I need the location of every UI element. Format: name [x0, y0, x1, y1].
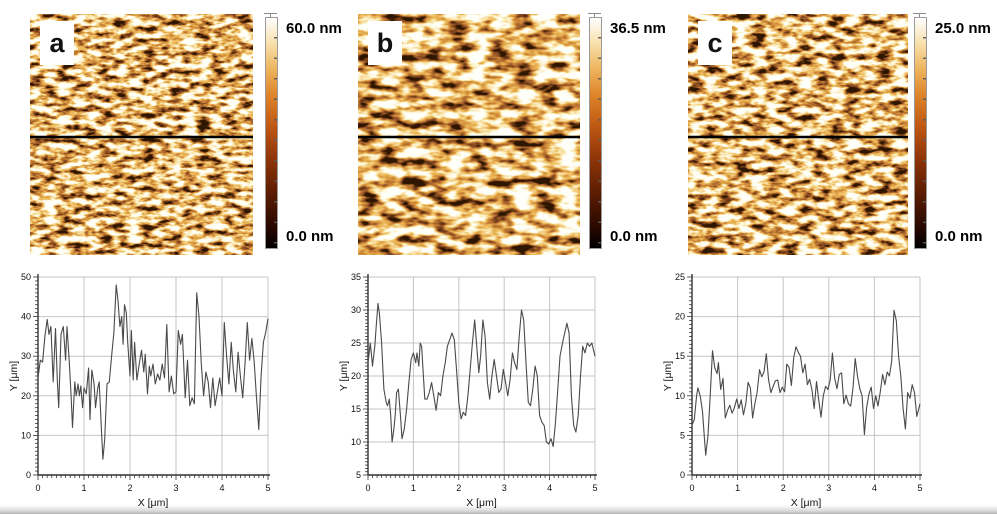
svg-text:0: 0: [35, 483, 40, 493]
svg-text:X [μm]: X [μm]: [791, 497, 822, 509]
svg-text:3: 3: [826, 483, 831, 493]
colorbar-a: [264, 13, 278, 249]
svg-text:20: 20: [675, 312, 685, 322]
svg-text:50: 50: [21, 272, 31, 282]
colorbar-ticks: [922, 18, 926, 248]
svg-text:Y [μm]: Y [μm]: [662, 361, 674, 391]
colorbar-cap-icon: [913, 13, 926, 19]
panel-label-box-b: b: [368, 21, 402, 65]
svg-text:5: 5: [917, 483, 922, 493]
svg-text:4: 4: [872, 483, 877, 493]
svg-text:3: 3: [173, 483, 178, 493]
svg-text:25: 25: [675, 272, 685, 282]
svg-text:10: 10: [21, 430, 31, 440]
svg-text:Y [μm]: Y [μm]: [338, 361, 350, 391]
svg-text:15: 15: [675, 351, 685, 361]
scale-max-label-b: 36.5 nm: [610, 20, 666, 37]
colorbar-ticks: [273, 18, 277, 248]
afm-panel-b: b: [358, 14, 580, 255]
scale-min-label-a: 0.0 nm: [286, 228, 334, 245]
svg-text:35: 35: [351, 272, 361, 282]
svg-text:2: 2: [456, 483, 461, 493]
svg-text:5: 5: [680, 430, 685, 440]
svg-text:15: 15: [351, 404, 361, 414]
panel-letter-a: a: [49, 27, 65, 58]
colorbar-gradient-b: [588, 17, 602, 249]
svg-text:5: 5: [356, 470, 361, 480]
colorbar-gradient-a: [264, 17, 278, 249]
scale-min-label-b: 0.0 nm: [610, 228, 658, 245]
panel-letter-c: c: [707, 27, 723, 58]
svg-text:4: 4: [219, 483, 224, 493]
scale-min-label-c: 0.0 nm: [935, 228, 983, 245]
svg-text:Y [μm]: Y [μm]: [8, 361, 20, 391]
svg-text:3: 3: [502, 483, 507, 493]
svg-text:5: 5: [265, 483, 270, 493]
colorbar-gradient-c: [913, 17, 927, 249]
colorbar-ticks: [597, 18, 601, 248]
svg-text:10: 10: [675, 391, 685, 401]
afm-panel-a: a: [30, 14, 253, 255]
svg-text:5: 5: [592, 483, 597, 493]
colorbar-c: [913, 13, 927, 249]
svg-text:0: 0: [365, 483, 370, 493]
svg-text:4: 4: [547, 483, 552, 493]
panel-label-box-a: a: [40, 21, 74, 65]
profile-chart-c: 0 1 2 3 4 5 0 5 10 15 20 25 Y [μm] X [μm]: [662, 272, 923, 509]
colorbar-b: [588, 13, 602, 249]
svg-text:0: 0: [26, 470, 31, 480]
svg-text:1: 1: [735, 483, 740, 493]
svg-text:2: 2: [127, 483, 132, 493]
svg-text:10: 10: [351, 437, 361, 447]
svg-text:1: 1: [81, 483, 86, 493]
scale-max-label-a: 60.0 nm: [286, 20, 342, 37]
svg-text:1: 1: [411, 483, 416, 493]
svg-text:0: 0: [689, 483, 694, 493]
scale-max-label-c: 25.0 nm: [935, 20, 991, 37]
svg-text:X [μm]: X [μm]: [138, 497, 169, 509]
page-edge-shadow: [0, 505, 997, 514]
colorbar-cap-icon: [588, 13, 601, 19]
svg-text:2: 2: [781, 483, 786, 493]
svg-text:0: 0: [680, 470, 685, 480]
svg-text:25: 25: [351, 338, 361, 348]
panel-label-box-c: c: [698, 21, 732, 65]
svg-text:20: 20: [351, 371, 361, 381]
afm-panel-c: c: [688, 14, 908, 255]
svg-text:30: 30: [351, 305, 361, 315]
panel-letter-b: b: [376, 27, 394, 58]
profile-chart-b: 0 1 2 3 4 5 5 10 15 20 25 30 35 Y [μm] X [μm]: [338, 272, 598, 509]
svg-text:40: 40: [21, 312, 31, 322]
colorbar-cap-icon: [264, 13, 277, 19]
svg-text:30: 30: [21, 351, 31, 361]
svg-text:20: 20: [21, 391, 31, 401]
svg-text:X [μm]: X [μm]: [466, 497, 497, 509]
